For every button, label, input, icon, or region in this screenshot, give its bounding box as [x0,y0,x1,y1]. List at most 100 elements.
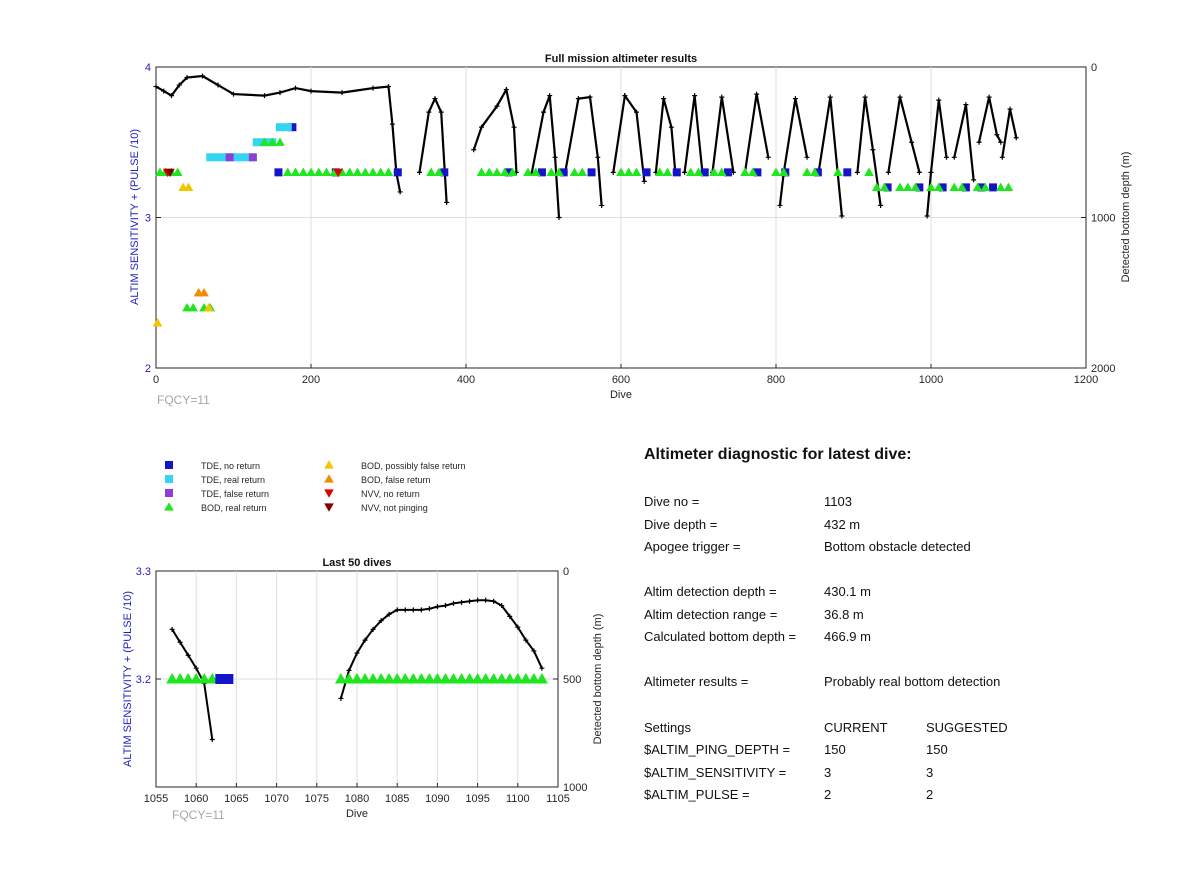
main-depth-point-0-11 [308,88,314,94]
main-bod-real-return-marker-63 [957,182,967,191]
last50-bod-real-return-marker-16 [415,673,428,684]
sensitivity-current: 3 [824,765,832,780]
main-depth-point-2-2 [494,103,500,109]
main-depth-point-4-2 [587,94,593,100]
last50-depth-point-1-10 [418,607,424,613]
main-depth-point-12-0 [854,169,860,175]
sensitivity-suggested: 3 [926,765,934,780]
last50-markers [166,673,548,684]
legend-nvv-not-pinging-marker-0 [324,503,334,512]
main-bod-real-return-marker-62 [949,182,960,191]
main-depth-point-3-2 [547,93,553,99]
legend-label-bod-real-return: BOD, real return [201,503,267,513]
settings-current-header: CURRENT [824,720,888,735]
last50-bod-real-return-marker-3 [190,673,203,684]
main-bod-real-return-marker-49 [771,167,781,176]
main-bod-real-return-marker-42 [662,167,673,176]
legend-label-nvv-no-return: NVV, no return [361,489,420,499]
main-depth-point-3-3 [552,154,558,160]
main-nvv-no-return-marker-1 [333,168,343,178]
main-bod-real-return-marker-12 [290,167,301,176]
legend-label-bod-possibly-false-return: BOD, possibly false return [361,461,466,471]
last50-bod-real-return-marker-4 [198,673,211,684]
main-depth-point-13-1 [897,94,903,100]
main-tde-no-return-marker-11 [700,168,709,177]
main-depth-point-5-0 [610,169,616,175]
main-bod-real-return-marker-35 [554,167,564,176]
main-depth-point-8-1 [719,94,725,100]
last50-bod-real-return-marker-14 [399,673,412,684]
main-chart: 0 200 400 600 800 1000 1200 2 3 4 2000 1000 0 Full m… [129,53,1132,407]
main-tde-no-return-marker-12 [723,168,732,177]
main-depth-point-1-1 [426,109,432,115]
main-bod-real-return-marker-45 [709,167,719,176]
main-depth-point-13-2 [909,139,915,145]
last50-xtick-label: 1080 [345,793,369,805]
main-depth-point-0-15 [389,121,395,127]
main-bod-real-return-marker-16 [321,167,332,176]
last50-bod-real-return-marker-27 [503,673,516,684]
legend-label-tde-false-return: TDE, false return [201,489,269,499]
altim-detection-range-label: Altim detection range = [644,607,778,622]
main-tde-no-return-marker-6 [537,168,546,177]
main-bod-false-return-marker-1 [199,287,209,297]
main-bod-real-return-marker-27 [476,167,487,176]
last50-depth-point-1-5 [378,618,384,624]
main-bod-real-return-marker-39 [623,167,634,176]
last50-bod-real-return-marker-2 [182,673,195,684]
last50-bod-real-return-marker-28 [511,673,524,684]
main-depth-point-14-0 [924,213,930,219]
main-bod-real-return-marker-21 [360,167,371,176]
last50-bod-real-return-marker-31 [535,673,548,684]
main-bod-possibly-false-return-marker-4 [203,303,214,312]
last50-depth-point-1-25 [539,665,545,671]
main-bod-real-return-marker-22 [368,167,378,176]
main-depth-point-1-0 [417,169,422,175]
last50-depth-point-1-9 [410,607,416,613]
main-depth-point-4-1 [575,96,581,102]
last50-depth-segment-1 [339,599,543,699]
last50-bod-real-return-marker-5 [206,673,219,684]
main-bod-real-return-marker-57 [895,182,905,191]
last50-bod-real-return-marker-6 [334,673,347,684]
main-depth-point-12-2 [870,147,876,153]
main-depth-point-17-1 [1007,106,1013,112]
main-ytick-label: 3 [145,213,151,225]
main-bod-real-return-marker-33 [530,167,541,176]
last50-chart: 1055 1060 1065 1070 1075 1080 1085 1090 1095 1100… [122,557,604,822]
main-depth-point-7-1 [692,93,698,99]
main-bod-real-return-marker-61 [933,182,944,191]
main-bod-real-return-marker-64 [972,182,983,191]
dive-depth-label: Dive depth = [644,517,718,532]
main-depth-point-4-3 [595,154,601,160]
main-depth-point-0-4 [184,75,190,81]
last50-xtick-label: 1095 [465,793,489,805]
last50-depth-point-1-1 [346,667,352,673]
main-bod-real-return-marker-25 [426,167,436,176]
last50-bod-real-return-marker-1 [174,673,187,684]
last50-bod-real-return-marker-0 [166,673,179,684]
last50-tde-no-return-marker-0 [215,674,226,684]
altim-detection-depth-label: Altim detection depth = [644,584,777,599]
main-depth-point-11-2 [839,213,845,219]
legend-label-tde-no-return: TDE, no return [201,461,260,471]
main-depth-point-0-2 [169,93,174,99]
main-bod-real-return-marker-29 [492,167,502,176]
last50-depth-point-0-0 [169,626,175,632]
main-nvv-not-pinging-marker-0 [165,168,175,178]
last50-bod-real-return-marker-25 [487,673,500,684]
main-depth-point-0-10 [293,85,298,91]
main-depth-point-12-1 [862,94,868,100]
main-depth-segment-14 [926,99,948,217]
main-bod-real-return-marker-9 [267,137,278,146]
main-depth-point-0-6 [215,82,221,88]
altim-detection-depth-value: 430.1 m [824,584,871,599]
main-y2tick-label: 0 [1091,62,1097,74]
last50-bod-real-return-marker-10 [367,673,380,684]
main-tde-false-return-marker-1 [248,153,257,162]
last50-bod-real-return-marker-9 [359,673,372,684]
main-depth-point-2-3 [503,87,509,93]
main-depth-point-5-1 [622,93,628,99]
main-tde-no-return-marker-7 [559,168,568,177]
settings-label: Settings [644,720,691,735]
